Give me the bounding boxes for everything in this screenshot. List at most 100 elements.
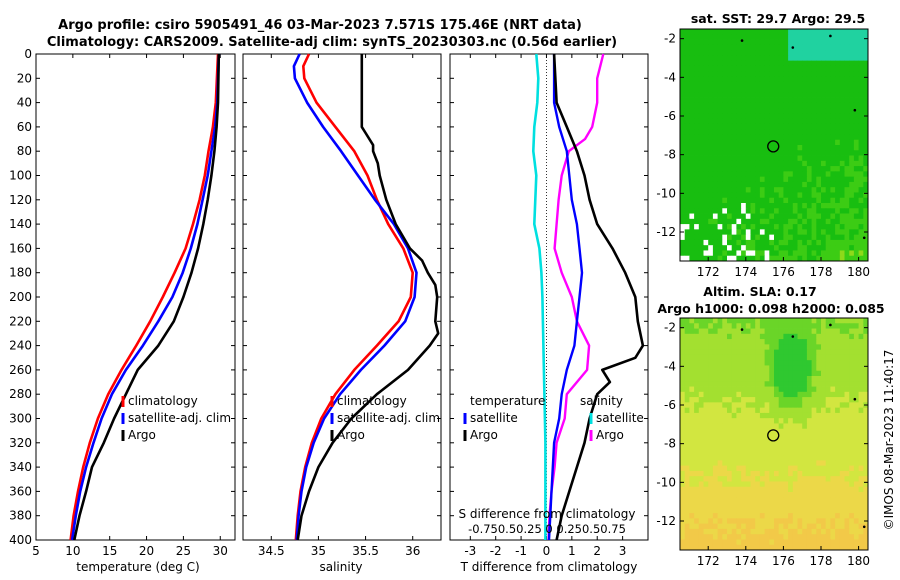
map-cell [853,76,859,83]
map-cell [694,129,700,135]
map-cell [727,113,733,120]
map-cell [825,523,831,530]
map-cell [858,423,864,430]
map-cell [722,481,728,488]
map-cell [689,50,695,56]
map-cell [727,360,733,366]
map-cell [821,428,827,435]
map-cell [745,539,751,546]
map-cell [839,192,845,199]
map-cell [788,203,794,209]
map-cell [844,134,850,141]
map-cell [731,76,737,83]
map-cell [736,328,742,335]
map-cell [863,176,869,183]
map-cell [778,87,784,93]
map-cell [750,155,756,162]
map-cell [811,213,817,220]
map-cell [703,470,709,477]
map-cell [802,176,808,183]
map-cell [689,544,695,551]
map-cell [830,81,836,88]
map-cell [825,492,831,498]
map-cell [774,455,780,461]
map-cell [750,71,756,77]
map-cell [745,391,751,398]
map-cell [764,250,770,257]
map-cell [759,412,765,419]
map-cell [849,218,855,225]
map-cell [755,176,761,183]
map-cell [778,145,784,151]
map-cell [802,229,808,236]
map-cell [844,239,850,246]
map-cell [783,434,789,440]
map-cell [830,113,836,120]
map-cell [806,145,812,151]
map-cell [712,323,718,329]
map-cell [755,502,761,509]
map-cell [811,391,817,398]
map-cell [731,239,737,246]
map-cell [731,476,737,482]
map-cell [684,255,690,262]
map-cell [835,397,841,403]
map-cell [689,439,695,445]
map-cell [736,513,742,519]
map-cell [698,197,704,204]
map-cell [698,218,704,225]
map-cell [694,97,700,104]
map-cell [788,418,794,424]
map-cell [727,92,733,98]
map-cell [708,492,714,498]
map-cell [821,528,827,535]
map-cell [755,365,761,372]
legend-label: Argo [337,428,365,442]
map-cell [788,71,794,77]
map-cell [680,71,686,77]
map-cell [792,386,798,393]
map-cell [764,123,770,130]
map-cell [835,160,841,167]
map-cell [769,166,775,172]
map-cell [741,381,747,387]
map-x-tick-label: 178 [810,554,833,568]
map-cell [830,386,836,393]
difference-line-s-argo [547,53,605,541]
map-cell [788,87,794,93]
map-cell [863,318,869,324]
map-cell [717,518,723,525]
map-cell [759,250,765,257]
map-cell [853,208,859,214]
map-cell [792,439,798,445]
map-cell [811,460,817,467]
map-cell [853,381,859,387]
map-cell [689,250,695,257]
map-cell [750,465,756,472]
map-cell [783,76,789,83]
map-cell [712,129,718,135]
map-cell [736,523,742,530]
map-cell [863,391,869,398]
map-cell [835,344,841,351]
map-cell [684,465,690,472]
map-cell [778,65,784,72]
map-cell [708,470,714,477]
map-cell [680,318,686,324]
map-cell [844,539,850,546]
map-cell [844,397,850,403]
map-cell [853,60,859,67]
map-cell [736,139,742,146]
map-cell [774,65,780,72]
map-cell [863,81,869,88]
map-cell [764,187,770,193]
map-cell [849,370,855,377]
map-cell [835,50,841,56]
map-cell [806,318,812,324]
map-cell [844,507,850,514]
map-cell [712,476,718,482]
map-cell [764,192,770,199]
map-cell [858,229,864,236]
map-cell [731,449,737,456]
map-cell [745,439,751,445]
